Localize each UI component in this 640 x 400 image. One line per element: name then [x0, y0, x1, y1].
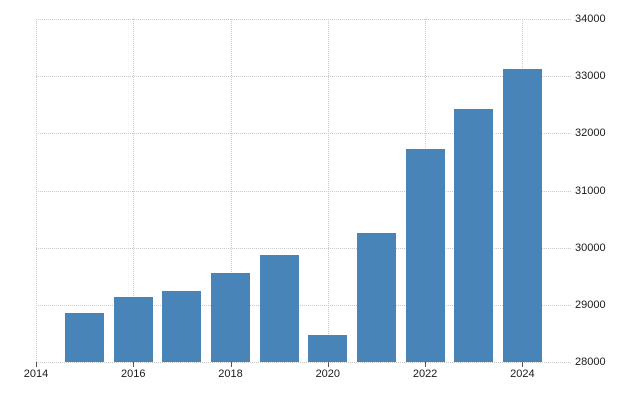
- bar-2023: [454, 108, 494, 362]
- bar-2016: [113, 297, 153, 362]
- x-axis-tick: [522, 362, 524, 367]
- h-gridline: [36, 190, 571, 192]
- y-axis-label: 33000: [575, 70, 606, 83]
- x-axis-label: 2018: [218, 368, 243, 380]
- h-gridline: [36, 247, 571, 249]
- y-axis-label: 28000: [575, 356, 606, 368]
- x-axis-line: [36, 362, 571, 363]
- x-axis-tick: [425, 362, 427, 367]
- x-axis-tick: [36, 362, 37, 367]
- bar-2022: [405, 148, 445, 362]
- x-axis-label: 2016: [121, 368, 146, 380]
- bar-2015: [65, 312, 105, 362]
- x-axis-label: 2024: [510, 368, 535, 380]
- x-axis-tick: [230, 362, 232, 367]
- y-axis-label: 29000: [575, 298, 606, 311]
- h-gridline: [36, 133, 571, 135]
- bar-2021: [356, 233, 396, 362]
- h-gridline: [36, 304, 571, 306]
- bar-2020: [308, 335, 348, 362]
- y-axis-label: 32000: [575, 127, 606, 140]
- x-axis-tick: [327, 362, 329, 367]
- x-axis-label: 2020: [315, 368, 341, 380]
- y-axis-label: 34000: [575, 13, 606, 25]
- x-axis-label: 2022: [412, 368, 438, 380]
- h-gridline: [36, 76, 571, 78]
- y-axis-label: 30000: [575, 241, 606, 254]
- x-axis-label: 2014: [23, 368, 49, 380]
- bar-2024: [502, 68, 542, 362]
- bar-2017: [162, 290, 202, 362]
- x-axis-tick: [133, 362, 135, 367]
- y-axis-label: 31000: [575, 184, 606, 197]
- bar-2018: [211, 273, 251, 362]
- h-gridline: [36, 19, 571, 20]
- bar-2019: [259, 254, 299, 362]
